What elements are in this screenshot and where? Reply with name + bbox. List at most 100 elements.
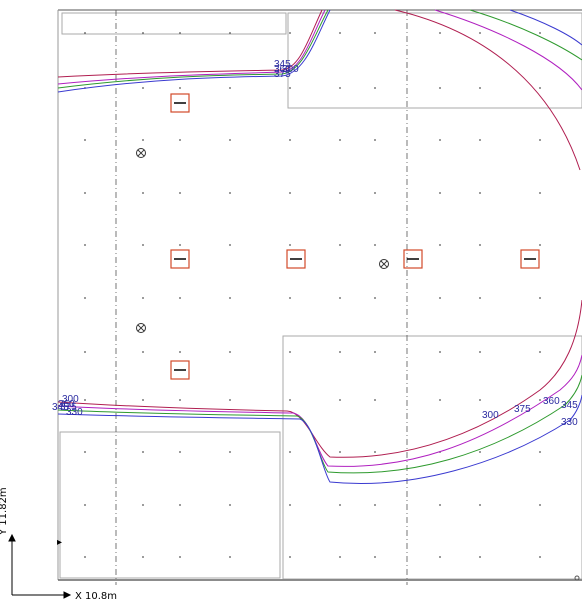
grid-point	[289, 351, 291, 353]
contour-label: 360	[274, 64, 291, 75]
grid-point	[142, 139, 144, 141]
contour-labels-bottom-left: 300 360 375 345 330	[52, 394, 83, 418]
grid-point	[229, 192, 231, 194]
contour-label: 300	[482, 410, 499, 421]
grid-point	[439, 244, 441, 246]
corner-circle-icon	[574, 575, 580, 581]
grid-point	[479, 351, 481, 353]
x-axis-label: X 10.8m	[75, 591, 117, 602]
grid-point	[339, 32, 341, 34]
grid-point	[179, 451, 181, 453]
grid-point	[289, 192, 291, 194]
contour-label: 375	[514, 404, 531, 415]
area-top-right	[287, 12, 582, 109]
contour-label: 300	[62, 394, 79, 405]
emergency-light-icon	[379, 259, 389, 269]
grid-point	[439, 556, 441, 558]
grid-point	[374, 504, 376, 506]
contour-label: 345	[52, 402, 69, 413]
contour-360-bottom	[57, 354, 582, 467]
contour-label: 360	[543, 396, 560, 407]
grid-point	[84, 399, 86, 401]
grid-point	[439, 139, 441, 141]
contour-label: 330	[561, 417, 578, 428]
grid-point	[339, 556, 341, 558]
grid-point	[142, 244, 144, 246]
contour-label: 330	[66, 407, 83, 418]
grid-point	[84, 451, 86, 453]
grid-point	[339, 399, 341, 401]
contour-300-bottom	[57, 299, 582, 458]
contour-labels-right: 300 375 360 345 330	[482, 396, 578, 428]
grid-point	[374, 451, 376, 453]
grid-point	[374, 556, 376, 558]
grid-point	[374, 87, 376, 89]
contour-label: 300	[282, 64, 299, 75]
grid-point	[289, 399, 291, 401]
emergency-lights	[136, 148, 389, 333]
calculation-grid	[84, 32, 541, 558]
grid-point	[439, 297, 441, 299]
grid-point	[374, 32, 376, 34]
grid-point	[179, 399, 181, 401]
grid-point	[374, 399, 376, 401]
grid-point	[142, 32, 144, 34]
grid-point	[142, 399, 144, 401]
grid-point	[479, 297, 481, 299]
contour-345-right	[469, 9, 582, 61]
grid-point	[374, 244, 376, 246]
contour-label: 360	[58, 399, 75, 410]
grid-point	[229, 32, 231, 34]
grid-point	[539, 32, 541, 34]
luminaires	[170, 93, 540, 380]
grid-point	[179, 87, 181, 89]
grid-point	[539, 244, 541, 246]
contour-330-bottom	[57, 394, 582, 484]
grid-point	[339, 244, 341, 246]
contour-label: 375	[274, 69, 291, 80]
axes	[8, 533, 72, 599]
room-outline	[57, 9, 582, 581]
grid-point	[84, 351, 86, 353]
contour-345-bottom	[57, 374, 582, 474]
grid-point	[84, 244, 86, 246]
contour-330-right	[509, 9, 582, 46]
grid-point	[229, 139, 231, 141]
luminaire-icon	[520, 249, 540, 269]
grid-point	[179, 556, 181, 558]
luminaire-icon	[170, 93, 190, 113]
emergency-light-icon	[136, 148, 146, 158]
grid-point	[142, 504, 144, 506]
grid-point	[479, 32, 481, 34]
grid-point	[479, 451, 481, 453]
grid-point	[479, 504, 481, 506]
grid-point	[289, 244, 291, 246]
grid-point	[479, 399, 481, 401]
grid-point	[289, 297, 291, 299]
grid-point	[179, 192, 181, 194]
grid-point	[229, 399, 231, 401]
area-top-left	[61, 12, 287, 35]
grid-point	[539, 451, 541, 453]
grid-point	[374, 192, 376, 194]
grid-point	[439, 32, 441, 34]
grid-point	[289, 556, 291, 558]
grid-point	[142, 192, 144, 194]
grid-point	[539, 192, 541, 194]
grid-point	[84, 32, 86, 34]
grid-point	[289, 87, 291, 89]
reference-lines	[115, 10, 408, 585]
luminaire-icon	[170, 249, 190, 269]
grid-point	[229, 504, 231, 506]
grid-point	[374, 139, 376, 141]
grid-point	[439, 192, 441, 194]
contour-300-right	[394, 9, 581, 171]
grid-point	[339, 504, 341, 506]
grid-point	[229, 244, 231, 246]
luminaire-icon	[170, 360, 190, 380]
grid-point	[539, 297, 541, 299]
corner-mark-icon: ▸	[57, 537, 62, 548]
grid-point	[479, 244, 481, 246]
isolux-contours	[57, 9, 582, 484]
